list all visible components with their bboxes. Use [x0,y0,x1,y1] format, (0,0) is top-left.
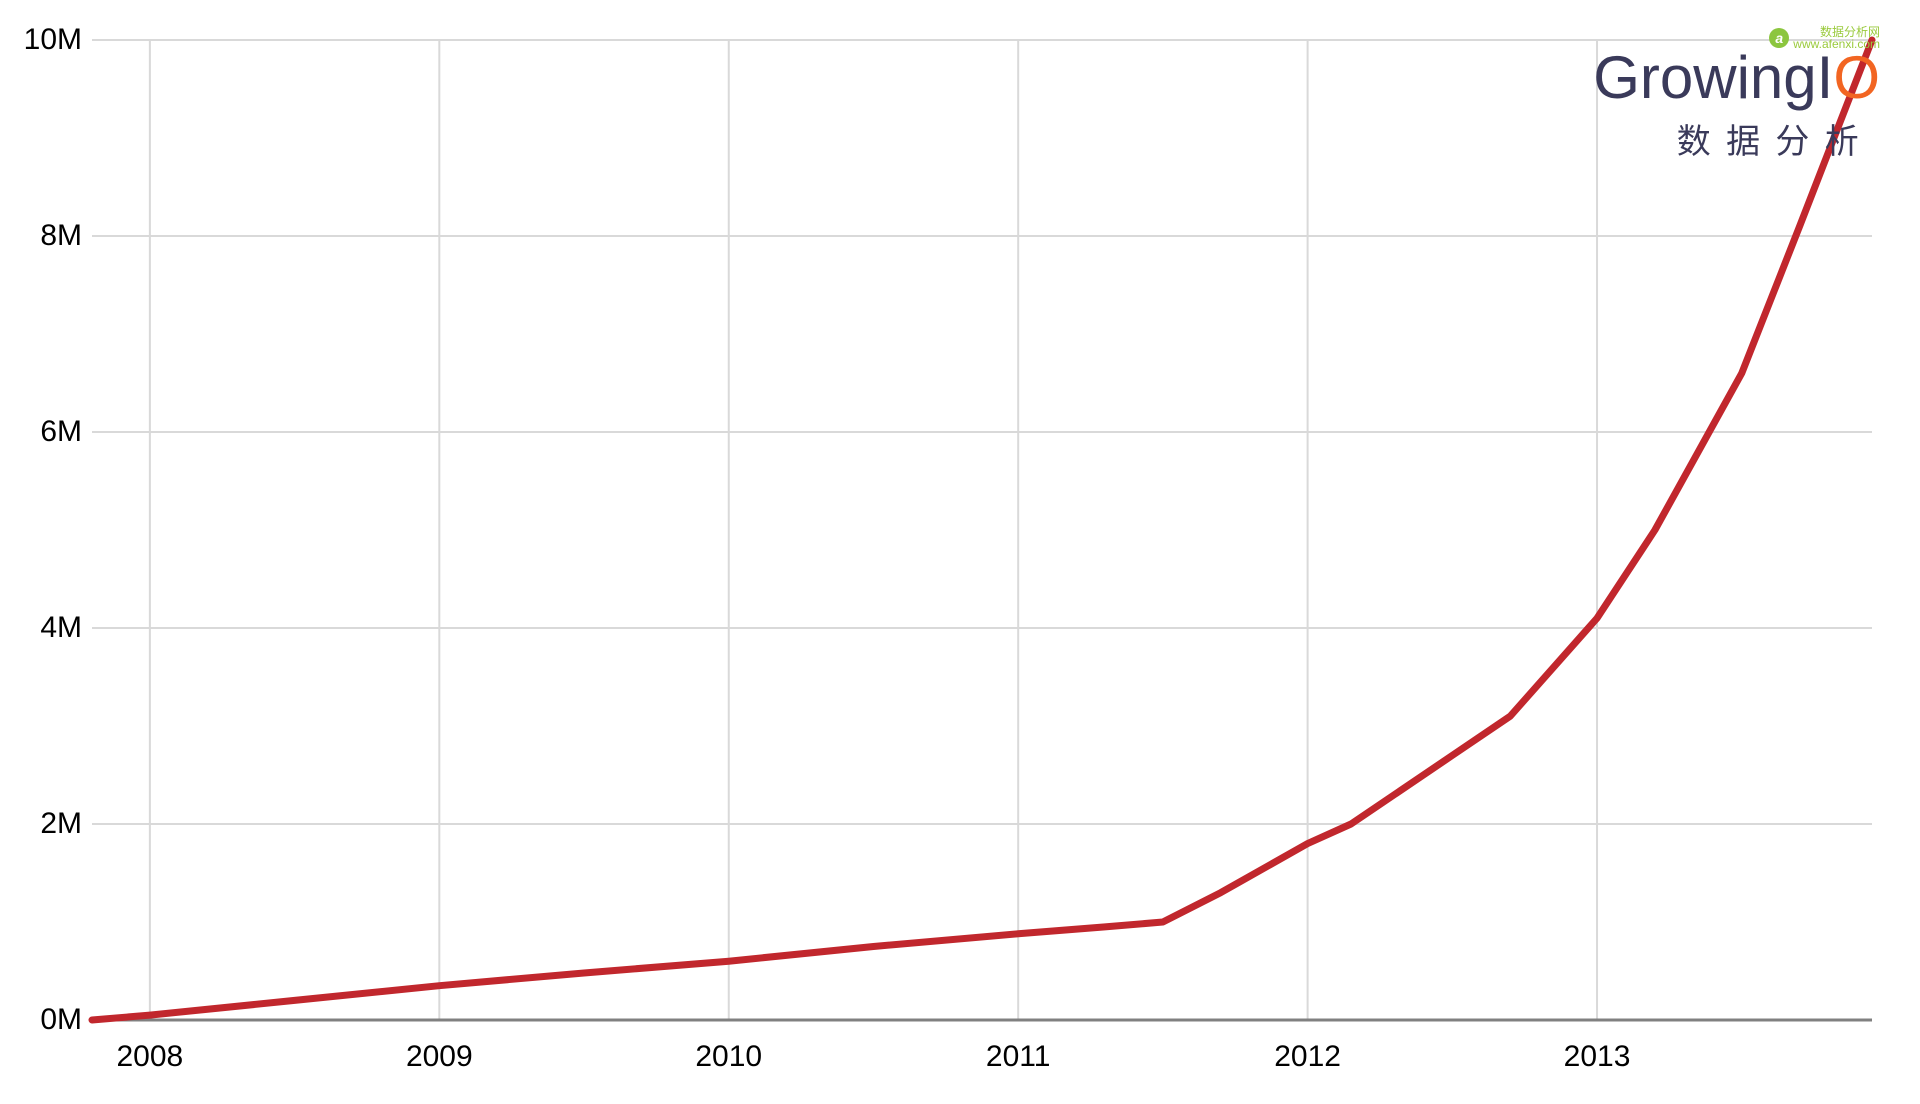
y-tick-label: 8M [0,219,82,253]
growingio-logo: GrowingIO [1593,48,1880,108]
y-tick-label: 6M [0,415,82,449]
afenxi-badge-icon: a [1769,28,1789,48]
y-tick-label: 10M [0,23,82,57]
watermark-badge: a 数据分析网 www.afenxi.com [1769,26,1880,50]
watermark-badge-line2: www.afenxi.com [1793,37,1880,51]
watermark: a 数据分析网 www.afenxi.com GrowingIO 数据分析 [1593,48,1880,163]
watermark-badge-text: 数据分析网 www.afenxi.com [1793,26,1880,50]
x-tick-label: 2008 [117,1040,184,1074]
logo-text-growing: Growing [1593,44,1816,111]
chart-svg [0,0,1920,1104]
x-tick-label: 2011 [986,1040,1051,1074]
x-tick-label: 2010 [695,1040,762,1074]
logo-text-i: I [1817,44,1834,111]
line-chart: 0M 2M 4M 6M 8M 10M 2008 2009 2010 2011 2012 2013 a… [0,0,1920,1104]
logo-text-o: O [1833,44,1880,111]
x-tick-label: 2009 [406,1040,473,1074]
y-tick-label: 2M [0,807,82,841]
x-tick-label: 2013 [1564,1040,1631,1074]
y-tick-label: 0M [0,1003,82,1037]
x-tick-label: 2012 [1274,1040,1341,1074]
watermark-subtitle: 数据分析 [1593,114,1880,163]
y-tick-label: 4M [0,611,82,645]
